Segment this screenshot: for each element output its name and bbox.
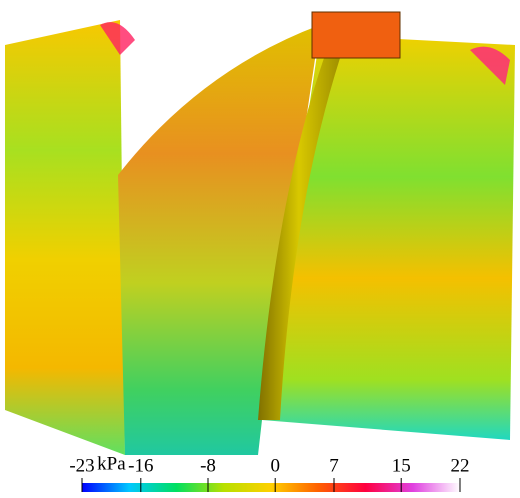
- colorbar-unit: kPa: [97, 453, 126, 474]
- colorbar-tick-label: -16: [128, 455, 153, 476]
- top-box: [311, 11, 401, 59]
- colorbar-tick-label: 7: [329, 455, 339, 476]
- colorbar-tick-label: -8: [200, 455, 216, 476]
- left-block: [5, 20, 125, 455]
- colorbar-tick-label: -23: [69, 455, 94, 476]
- colorbar-bar: [82, 483, 460, 492]
- colorbar-tick-label: 15: [392, 455, 411, 476]
- hot-spot: [470, 46, 510, 85]
- colorbar-tick-label: 22: [451, 455, 470, 476]
- model: [5, 11, 515, 455]
- colorbar-tick-label: 0: [270, 455, 280, 476]
- hot-spot: [100, 22, 135, 55]
- colorbar: -23 -16 -8 0 7 15 22 kPa: [69, 453, 470, 492]
- rod: [258, 55, 340, 420]
- right-block: [262, 35, 515, 440]
